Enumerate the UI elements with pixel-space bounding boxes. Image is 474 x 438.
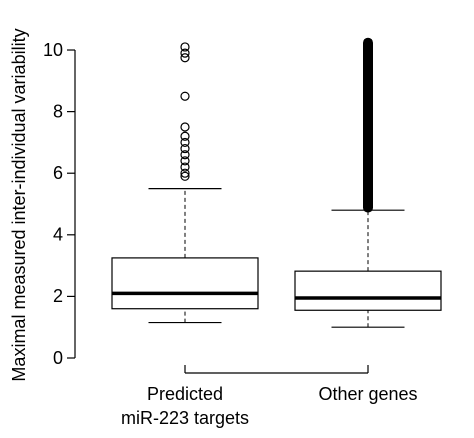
outlier bbox=[180, 150, 190, 160]
outlier bbox=[180, 122, 190, 132]
y-tick-label: 4 bbox=[53, 225, 63, 245]
y-tick-label: 0 bbox=[53, 348, 63, 368]
outlier bbox=[180, 131, 190, 141]
y-axis-label: Maximal measured inter-individual variab… bbox=[9, 28, 29, 381]
y-tick-label: 6 bbox=[53, 163, 63, 183]
y-tick-label: 8 bbox=[53, 101, 63, 121]
y-tick-label: 10 bbox=[43, 40, 63, 60]
outlier bbox=[180, 168, 190, 178]
box bbox=[111, 257, 259, 310]
outlier bbox=[180, 53, 190, 63]
outlier bbox=[180, 156, 190, 166]
outlier bbox=[180, 91, 190, 101]
outlier bbox=[180, 42, 190, 52]
outlier bbox=[180, 48, 190, 58]
x-tick-label: Other genes bbox=[318, 384, 417, 404]
y-tick-label: 2 bbox=[53, 286, 63, 306]
outlier bbox=[180, 137, 190, 148]
outlier bbox=[180, 171, 190, 181]
box bbox=[294, 270, 442, 311]
outlier bbox=[180, 162, 190, 172]
outlier-band bbox=[363, 37, 373, 213]
outlier bbox=[180, 143, 190, 154]
x-tick-label: Predicted bbox=[147, 384, 223, 404]
x-tick-label: miR-223 targets bbox=[121, 408, 249, 428]
